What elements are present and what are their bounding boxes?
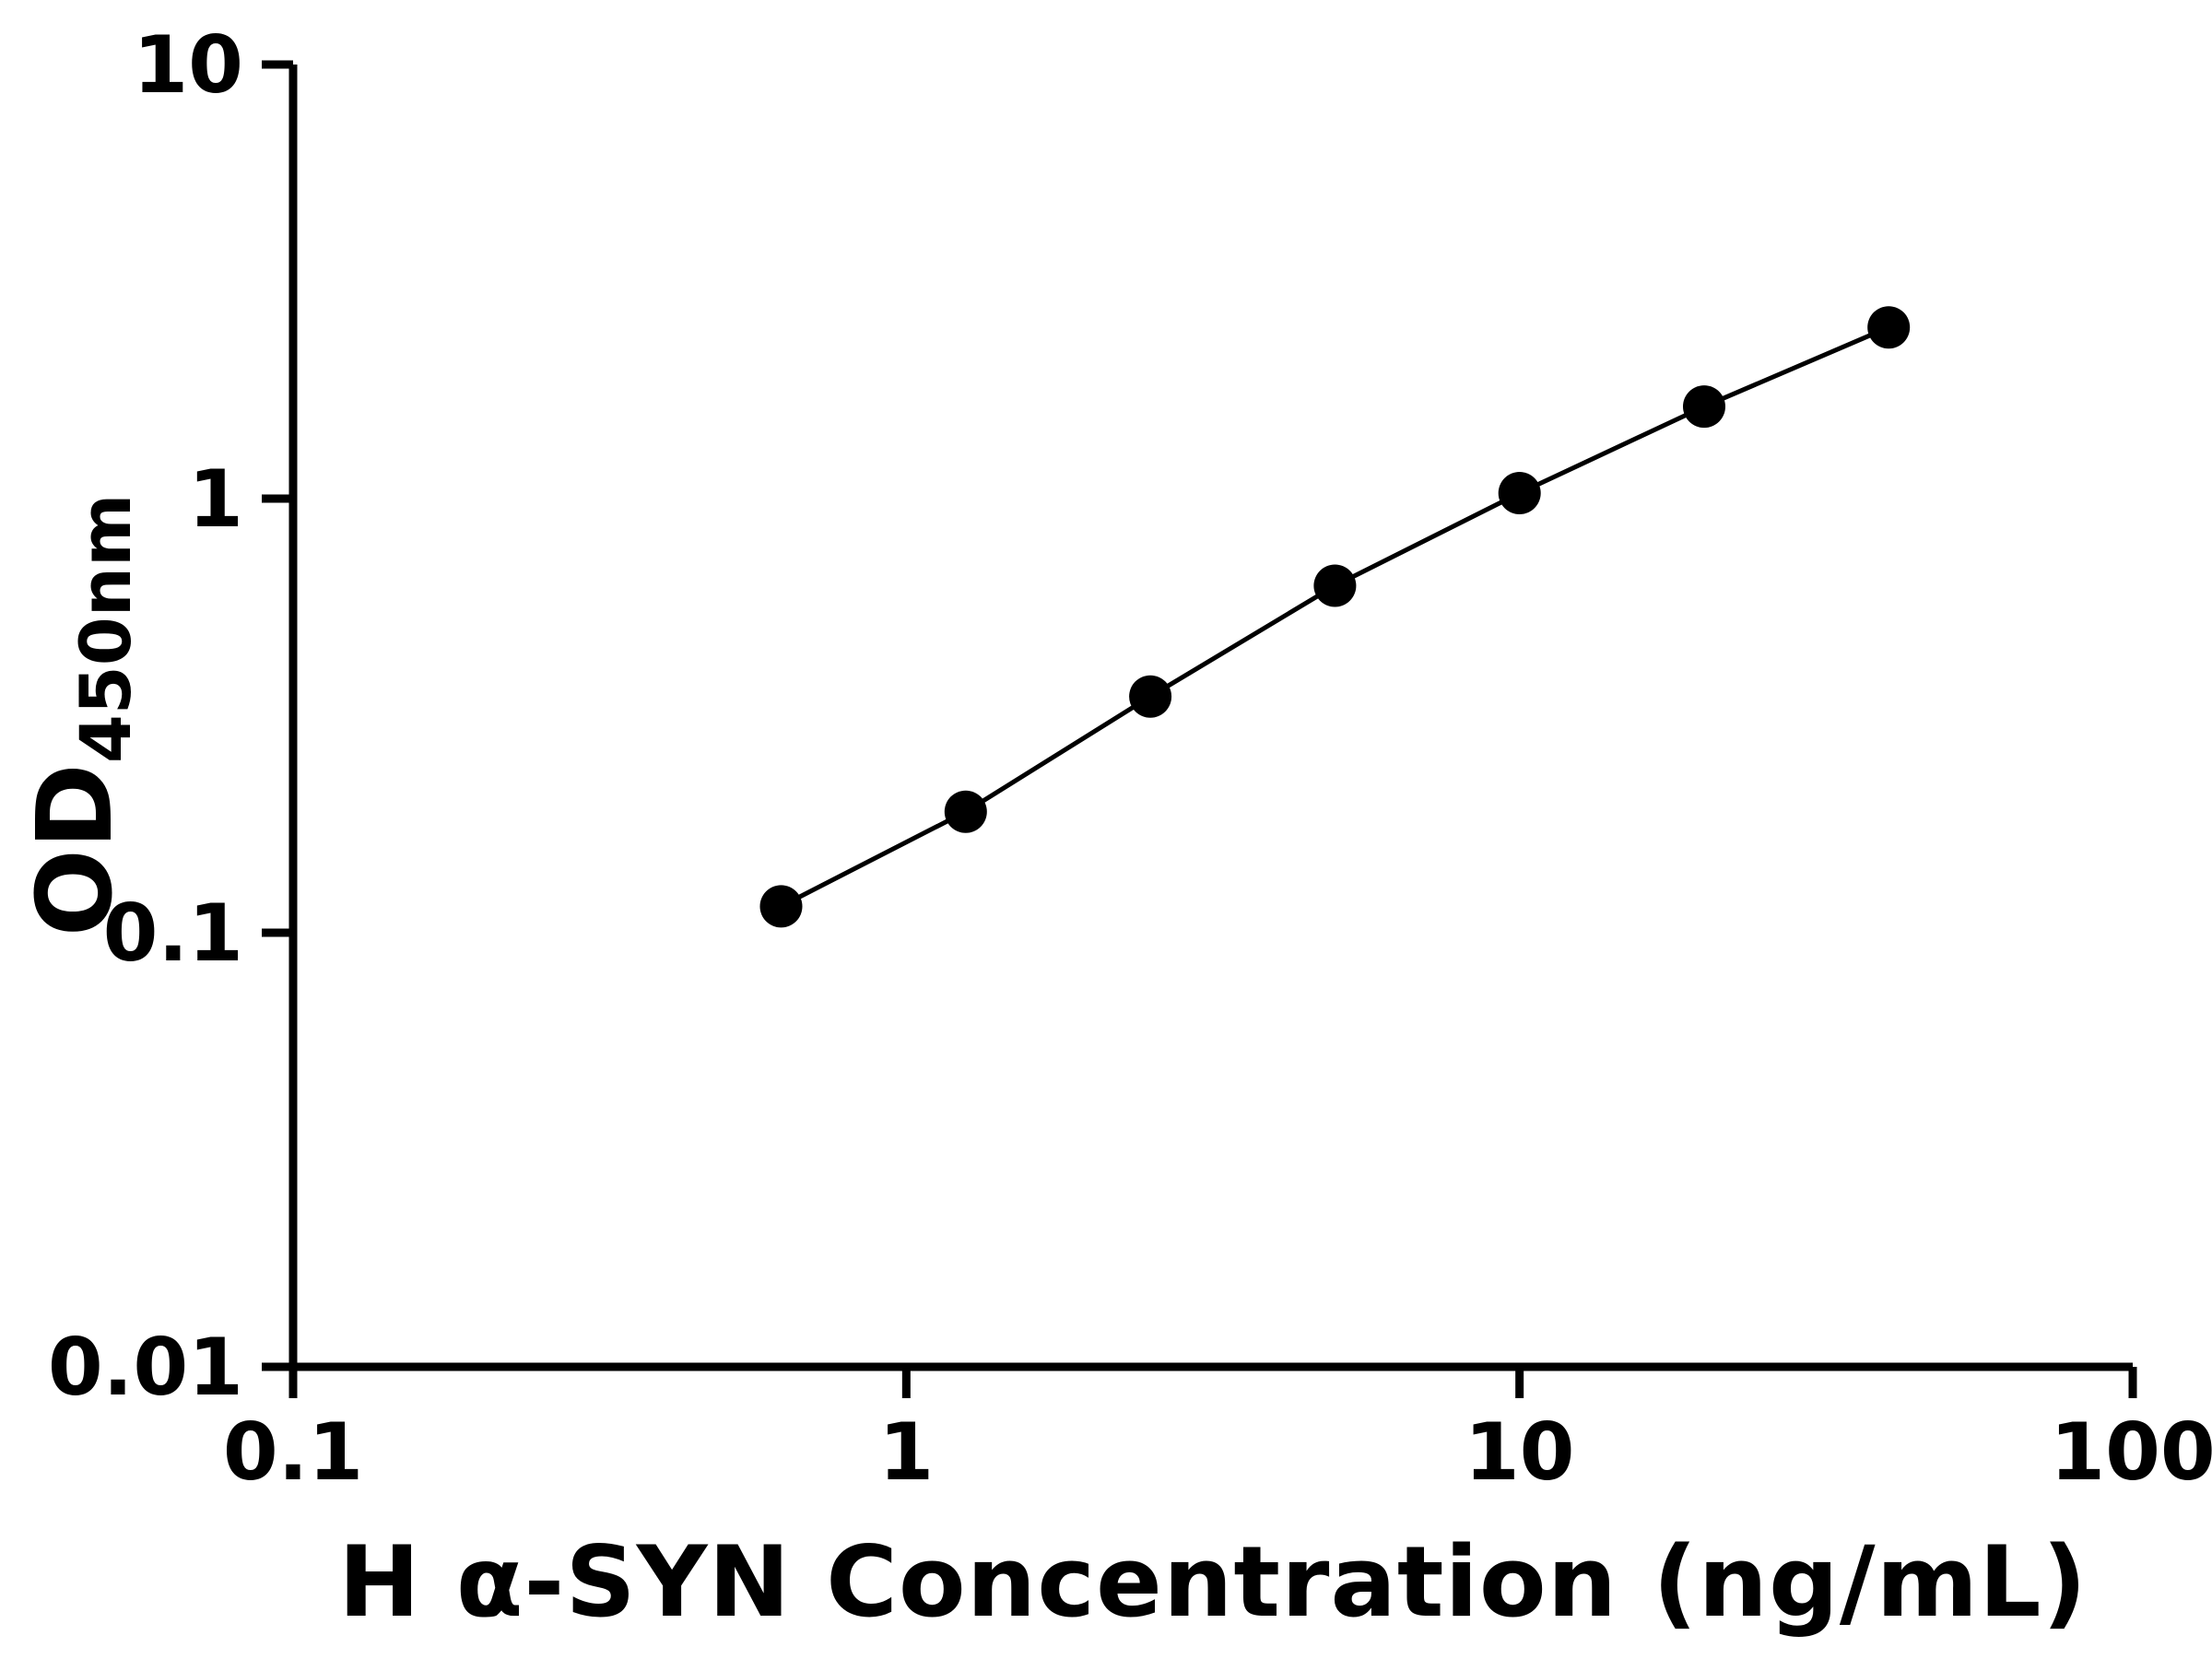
x-tick-label: 1 — [878, 1406, 934, 1499]
data-point — [1129, 675, 1172, 718]
y-tick-label: 10 — [133, 19, 243, 112]
data-point — [1683, 385, 1725, 429]
y-tick-label: 0.1 — [103, 888, 243, 980]
x-axis-label: H α-SYN Concentration (ng/mL) — [337, 1525, 2088, 1639]
x-tick-label: 0.1 — [223, 1406, 363, 1499]
data-point — [944, 790, 987, 833]
y-axis-label: OD450nm — [16, 494, 147, 937]
data-point — [1867, 306, 1911, 349]
x-tick-label: 10 — [1465, 1406, 1575, 1499]
data-point — [1313, 564, 1357, 607]
x-tick-label: 100 — [2050, 1406, 2212, 1499]
data-point — [759, 885, 803, 928]
data-point — [1498, 472, 1541, 514]
y-axis-label-subscript: 450nm — [65, 493, 147, 764]
y-tick-label: 1 — [188, 453, 243, 546]
y-tick-label: 0.01 — [48, 1322, 243, 1414]
y-axis-label-main: OD — [15, 763, 135, 937]
